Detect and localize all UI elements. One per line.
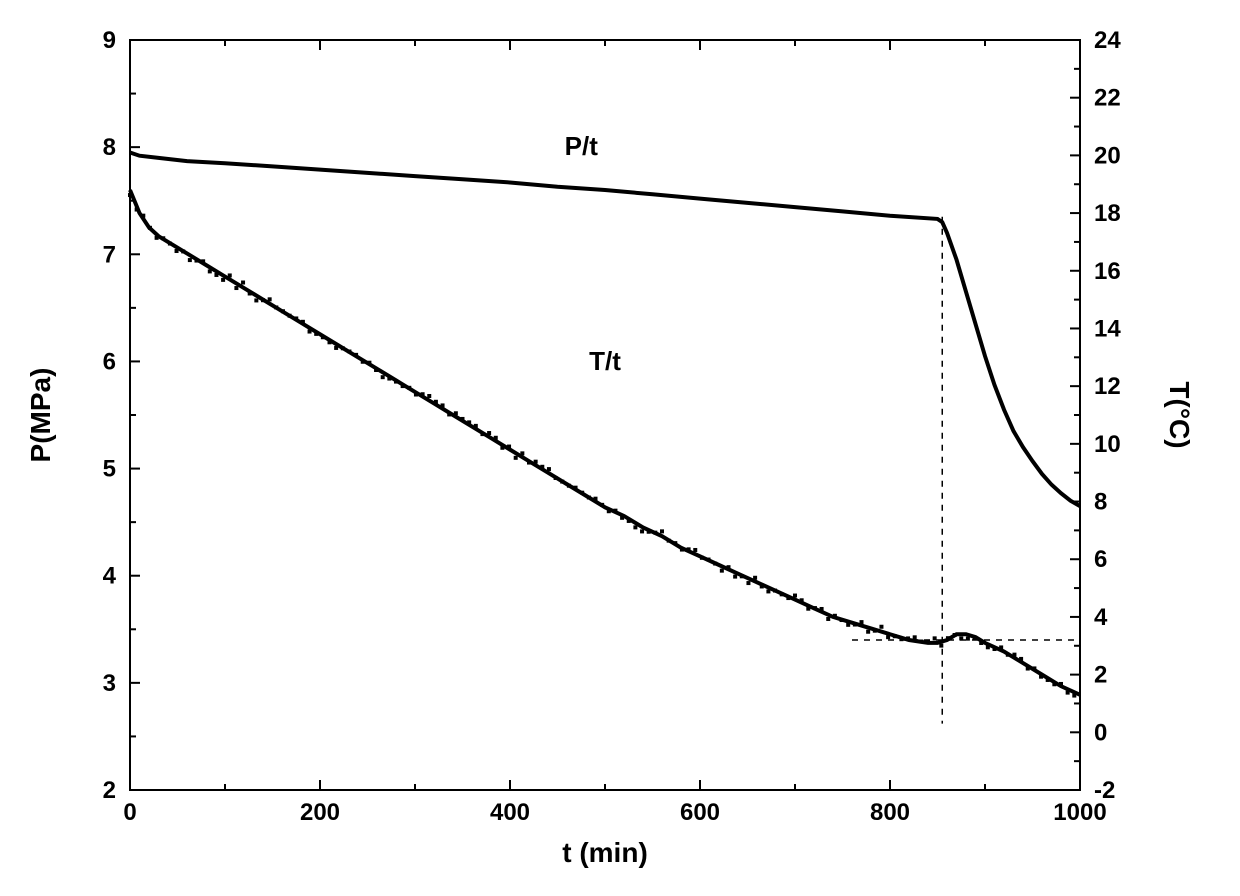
- svg-text:-2: -2: [1094, 777, 1115, 804]
- svg-text:0: 0: [1094, 719, 1107, 746]
- series-label-t: T/t: [589, 346, 621, 376]
- y-right-axis-label: T(°C): [1164, 381, 1195, 448]
- svg-text:20: 20: [1094, 142, 1121, 169]
- svg-text:2: 2: [103, 777, 116, 804]
- svg-text:8: 8: [103, 134, 116, 161]
- svg-text:22: 22: [1094, 85, 1121, 112]
- svg-text:600: 600: [680, 799, 720, 826]
- svg-text:2: 2: [1094, 662, 1107, 689]
- svg-text:16: 16: [1094, 258, 1121, 285]
- svg-text:10: 10: [1094, 431, 1121, 458]
- svg-text:8: 8: [1094, 489, 1107, 516]
- svg-text:200: 200: [300, 799, 340, 826]
- svg-text:12: 12: [1094, 373, 1121, 400]
- svg-text:24: 24: [1094, 27, 1121, 54]
- svg-text:18: 18: [1094, 200, 1121, 227]
- svg-text:0: 0: [123, 799, 136, 826]
- series-label-p: P/t: [565, 131, 599, 161]
- svg-text:800: 800: [870, 799, 910, 826]
- svg-text:3: 3: [103, 670, 116, 697]
- svg-text:4: 4: [103, 563, 117, 590]
- chart-container: 0200400600800100023456789-20246810121416…: [0, 0, 1240, 896]
- svg-text:7: 7: [103, 241, 116, 268]
- svg-text:4: 4: [1094, 604, 1108, 631]
- svg-text:9: 9: [103, 27, 116, 54]
- x-axis-label: t (min): [562, 837, 648, 868]
- chart-svg: 0200400600800100023456789-20246810121416…: [0, 0, 1240, 896]
- svg-text:400: 400: [490, 799, 530, 826]
- y-left-axis-label: P(MPa): [25, 368, 56, 463]
- svg-text:6: 6: [1094, 546, 1107, 573]
- svg-text:6: 6: [103, 348, 116, 375]
- svg-text:14: 14: [1094, 315, 1121, 342]
- svg-text:5: 5: [103, 456, 116, 483]
